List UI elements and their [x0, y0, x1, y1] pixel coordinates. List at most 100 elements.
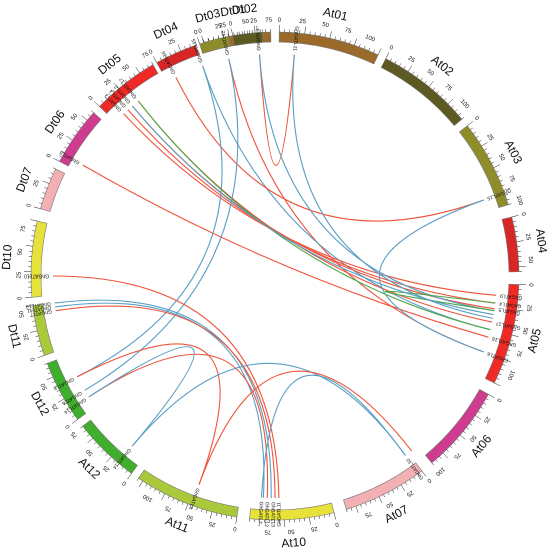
chromosome-dt02: [232, 32, 264, 46]
axis-tick: [444, 97, 447, 101]
axis-tick: [105, 453, 108, 456]
axis-tick: [432, 87, 435, 91]
axis-tick: [339, 37, 341, 41]
axis-tick: [138, 480, 143, 488]
chromosome-at10: [249, 502, 335, 521]
synteny-link: [131, 105, 494, 316]
gene-label: GhGATL12: [263, 502, 270, 527]
chromosome-label-dt04: Dt04: [151, 19, 180, 42]
axis-tick: [142, 67, 145, 71]
axis-tick: [38, 345, 42, 347]
axis-tick: [91, 110, 94, 113]
axis-tick: [231, 516, 233, 520]
axis-tick: [220, 514, 223, 518]
axis-tick: [93, 441, 97, 445]
tick-label: 75: [363, 510, 372, 518]
axis-tick: [502, 364, 506, 366]
chromosome-label-at04: At04: [533, 228, 550, 255]
axis-tick: [475, 135, 479, 139]
chromosome-at01: [278, 31, 379, 65]
axis-tick: [494, 382, 501, 387]
tick-label: 25: [485, 133, 494, 142]
axis-tick: [53, 157, 60, 162]
axis-tick: [56, 390, 60, 392]
gene-label: GhGATL11: [26, 304, 51, 313]
axis-tick: [446, 449, 449, 452]
axis-tick: [491, 161, 495, 164]
axis-tick: [500, 368, 504, 371]
axis-tick: [24, 297, 32, 299]
axis-tick: [504, 359, 511, 363]
synteny-link: [131, 105, 495, 310]
axis-tick: [201, 508, 203, 512]
axis-tick: [507, 349, 511, 351]
axis-tick: [66, 407, 70, 410]
axis-tick: [206, 510, 208, 514]
axis-tick: [177, 44, 181, 52]
axis-tick: [227, 33, 229, 37]
chromosome-label-dt12: Dt12: [28, 389, 53, 418]
synteny-link: [379, 199, 484, 353]
tick-label: 50: [17, 248, 24, 256]
axis-tick: [506, 198, 510, 201]
axis-tick: [497, 175, 501, 177]
axis-tick: [124, 79, 128, 83]
synteny-link: [82, 164, 489, 338]
tick-label: 50: [40, 381, 49, 390]
axis-tick: [181, 501, 184, 505]
axis-tick: [514, 230, 518, 232]
axis-tick: [324, 34, 326, 38]
axis-tick: [495, 170, 499, 173]
axis-tick: [69, 411, 73, 414]
axis-tick: [328, 513, 331, 517]
tick-label: 0: [88, 95, 95, 102]
chromosome-dt03: [199, 36, 231, 54]
chromosome-at03: [458, 125, 509, 208]
axis-tick: [399, 63, 402, 67]
gene-label: GhGATL4: [499, 300, 522, 309]
axis-tick: [439, 456, 442, 459]
axis-tick: [167, 495, 170, 499]
tick-label: 25: [17, 271, 23, 278]
axis-tick: [78, 126, 82, 129]
synteny-link: [88, 346, 195, 447]
axis-tick: [112, 89, 115, 93]
chromosome-dt10: [30, 220, 48, 298]
axis-tick: [333, 512, 336, 520]
axis-tick: [94, 101, 100, 107]
axis-tick: [501, 184, 505, 187]
axis-tick: [154, 488, 157, 492]
axis-tick: [368, 47, 371, 51]
tick-label: 0: [30, 356, 37, 362]
axis-tick: [324, 514, 326, 518]
chromosome-at11: [138, 469, 239, 518]
tick-label: 50: [122, 64, 131, 73]
axis-tick: [113, 460, 116, 463]
tick-label: 0: [26, 203, 33, 208]
axis-tick: [483, 402, 487, 405]
axis-tick: [66, 136, 73, 141]
axis-tick: [417, 473, 420, 477]
axis-tick: [387, 492, 390, 496]
tick-label: 0: [198, 28, 204, 35]
axis-tick: [48, 177, 52, 179]
synteny-link: [76, 343, 221, 485]
axis-tick: [159, 57, 162, 61]
tick-label: 75: [514, 349, 522, 358]
axis-tick: [44, 363, 48, 365]
axis-tick: [496, 378, 500, 380]
tick-label: 25: [407, 56, 416, 65]
axis-tick: [72, 134, 76, 137]
axis-tick: [33, 325, 37, 327]
chromosome-label-dt03: Dt03: [194, 6, 222, 26]
synteny-link: [127, 109, 496, 304]
tick-label: 0: [17, 296, 23, 301]
axis-tick: [346, 509, 348, 513]
axis-tick: [516, 309, 524, 312]
axis-tick: [413, 476, 416, 480]
axis-tick: [136, 478, 139, 481]
axis-tick: [127, 473, 132, 480]
axis-tick: [52, 167, 56, 170]
tick-label: 50: [468, 434, 477, 443]
synteny-link: [258, 54, 295, 166]
